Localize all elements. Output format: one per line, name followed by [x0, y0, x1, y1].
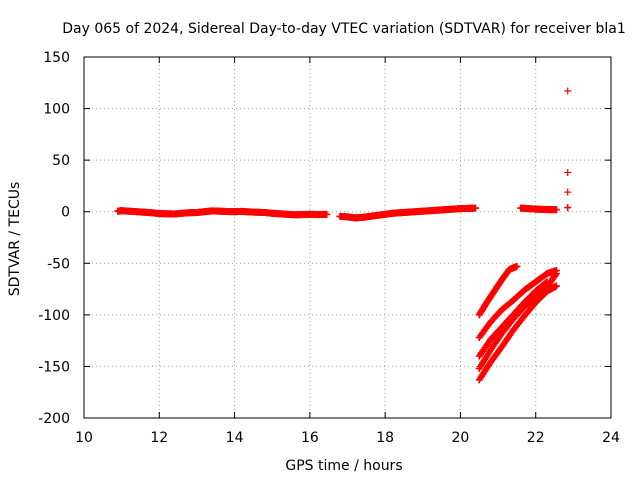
axes: 10 12 14 16 18 20 22 24 -200 -150 -100 -50 0 50 100 150 — [38, 50, 620, 446]
y-tick-label: 150 — [43, 50, 70, 66]
y-axis-label: SDTVAR / TECUs — [7, 182, 23, 297]
x-tick-label: 12 — [150, 430, 168, 446]
data-point — [564, 87, 572, 95]
data-point — [323, 210, 331, 218]
plot-frame — [83, 56, 612, 419]
y-tick-label: -50 — [47, 256, 70, 272]
x-tick-label: 22 — [527, 430, 545, 446]
data-series — [114, 87, 572, 384]
data-point — [552, 282, 560, 290]
data-point — [564, 188, 572, 196]
data-point — [471, 204, 479, 212]
x-tick-label: 10 — [75, 430, 93, 446]
y-tick-label: 100 — [43, 102, 70, 118]
x-tick-label: 20 — [452, 430, 470, 446]
y-tick-label: -150 — [38, 359, 70, 375]
x-tick-label: 18 — [376, 430, 394, 446]
data-point — [552, 206, 560, 214]
chart-title: Day 065 of 2024, Sidereal Day-to-day VTE… — [62, 21, 625, 37]
data-point — [564, 169, 572, 177]
grid — [84, 57, 611, 418]
x-tick-label: 16 — [301, 430, 319, 446]
data-point — [564, 204, 572, 212]
x-axis-label: GPS time / hours — [285, 458, 402, 474]
y-tick-label: 0 — [61, 205, 70, 221]
y-tick-label: 50 — [52, 153, 70, 169]
data-point — [513, 262, 521, 270]
data-point — [552, 270, 560, 278]
x-tick-label: 14 — [226, 430, 244, 446]
y-tick-label: -200 — [38, 411, 70, 427]
data-point — [551, 271, 559, 279]
y-tick-label: -100 — [38, 308, 70, 324]
x-tick-label: 24 — [602, 430, 620, 446]
